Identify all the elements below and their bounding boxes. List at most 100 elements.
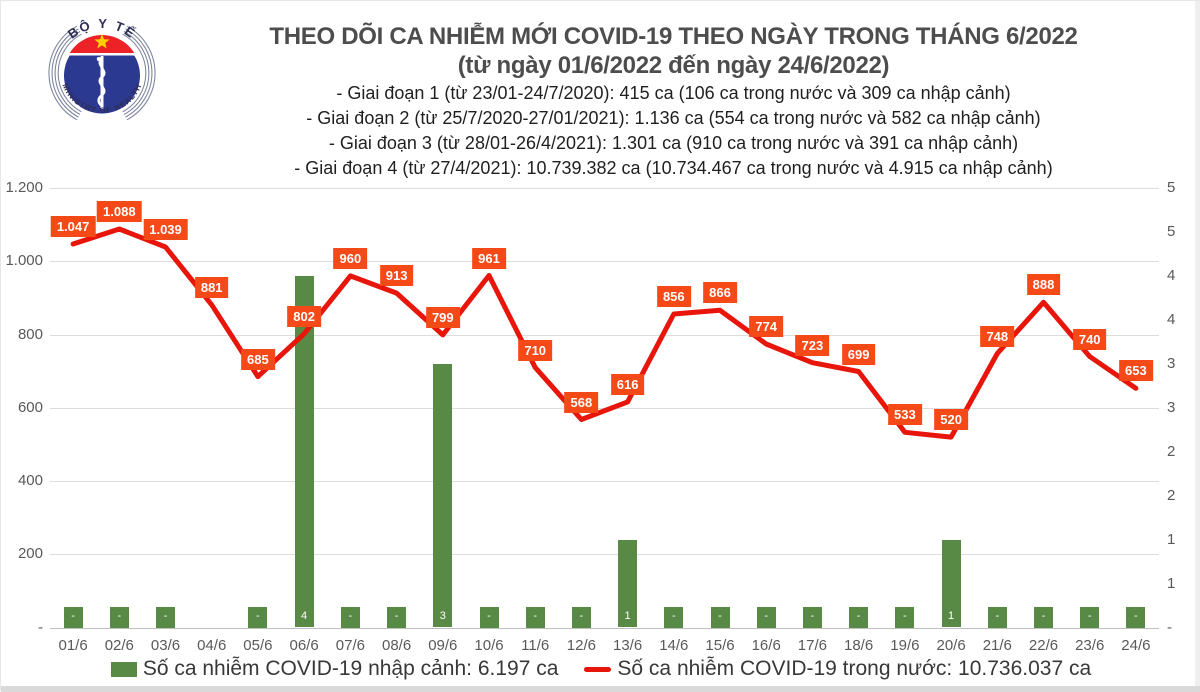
data-point-label: 653 xyxy=(1119,360,1153,382)
data-point-label: 699 xyxy=(841,343,876,365)
bar-value-label: - xyxy=(256,609,260,622)
imported-cases-bar xyxy=(479,606,499,628)
bar-value-label: - xyxy=(348,609,353,622)
imported-cases-bar xyxy=(525,606,545,628)
y-axis-tick-right: 4 xyxy=(1167,266,1176,284)
data-point-label: 913 xyxy=(379,265,414,287)
imported-cases-bar xyxy=(802,606,822,628)
data-point-label: 960 xyxy=(333,247,368,269)
imported-cases-bar xyxy=(1034,606,1053,628)
imported-cases-bar xyxy=(849,606,869,628)
imported-cases-bar xyxy=(63,606,83,628)
grid-line xyxy=(50,554,1159,556)
bar-value-label: - xyxy=(903,609,907,622)
x-axis-label: 15/6 xyxy=(705,637,735,654)
x-axis-label: 04/6 xyxy=(197,637,227,654)
bar-value-label: - xyxy=(1041,609,1046,622)
bar-value-label: - xyxy=(533,609,538,622)
bar-value-label: - xyxy=(671,609,676,622)
legend-label-domestic: Số ca nhiễm COVID-19 trong nước: 10.736.… xyxy=(617,657,1092,680)
data-point-label: 616 xyxy=(610,373,645,395)
data-point-label: 856 xyxy=(656,286,691,307)
bar-value-label: 3 xyxy=(439,609,446,622)
x-axis-label: 22/6 xyxy=(1028,637,1059,654)
imported-cases-bar xyxy=(895,606,915,628)
y-axis-tick-right: 4 xyxy=(1167,310,1176,328)
grid-line xyxy=(50,188,1159,189)
data-point-label: 1.039 xyxy=(143,219,188,240)
x-axis-label: 06/6 xyxy=(289,637,319,654)
legend-label-imported: Số ca nhiễm COVID-19 nhập cảnh: 6.197 ca xyxy=(142,657,559,680)
legend-item-domestic: Số ca nhiễm COVID-19 trong nước: 10.736.… xyxy=(584,657,1091,681)
x-axis-label: 18/6 xyxy=(843,637,874,654)
imported-cases-bar xyxy=(1080,606,1100,628)
bar-value-label: - xyxy=(810,609,815,622)
x-axis-label: 23/6 xyxy=(1075,637,1105,654)
bar-value-label: - xyxy=(995,609,1000,622)
domestic-line-swatch-icon xyxy=(584,666,612,672)
data-point-label: 1.047 xyxy=(50,216,96,237)
y-axis-tick-right: 3 xyxy=(1167,398,1176,416)
x-axis-label: 19/6 xyxy=(890,637,920,654)
y-axis-tick-right: 1 xyxy=(1167,530,1176,548)
data-point-label: 888 xyxy=(1026,274,1061,296)
y-axis-tick-right: - xyxy=(1167,618,1172,636)
data-point-label: 961 xyxy=(472,247,506,269)
y-axis-tick-right: 2 xyxy=(1167,442,1176,460)
x-axis-label: 13/6 xyxy=(612,637,643,654)
logo-side-arcs xyxy=(48,25,156,121)
x-axis-label: 12/6 xyxy=(566,637,596,654)
bar-value-label: - xyxy=(163,609,168,622)
bar-value-label: - xyxy=(579,609,584,622)
bar-value-label: - xyxy=(856,609,861,622)
phase-note-3: - Giai đoạn 3 (từ 28/01-26/4/2021): 1.30… xyxy=(328,133,1019,153)
chart-legend: Số ca nhiễm COVID-19 nhập cảnh: 6.197 ca… xyxy=(1,657,1200,681)
y-axis-tick-left: 800 xyxy=(17,325,43,343)
imported-cases-bar xyxy=(941,539,961,628)
grid-line xyxy=(50,407,1159,409)
data-point-label: 740 xyxy=(1072,328,1107,350)
x-axis-label: 17/6 xyxy=(797,637,827,654)
imported-cases-bar xyxy=(618,539,638,628)
x-axis-label: 03/6 xyxy=(150,637,181,654)
page-subtitle: (từ ngày 01/6/2022 đến ngày 24/6/2022) xyxy=(457,52,890,79)
imported-cases-bar xyxy=(987,606,1007,628)
x-axis-label: 16/6 xyxy=(751,637,781,654)
imported-cases-bar xyxy=(248,606,268,628)
x-axis-label: 09/6 xyxy=(428,637,458,654)
x-axis-label: 10/6 xyxy=(474,637,504,654)
window-bottom-edge xyxy=(1,686,1200,692)
x-axis-label: 01/6 xyxy=(58,637,88,654)
imported-cases-bar xyxy=(156,606,175,628)
x-axis-label: 14/6 xyxy=(659,637,689,654)
bar-value-label: - xyxy=(764,609,769,622)
y-axis-tick-left: 400 xyxy=(17,472,43,489)
y-axis-tick-right: 5 xyxy=(1167,222,1176,240)
data-point-label: 520 xyxy=(934,409,968,431)
bar-value-label: - xyxy=(1134,609,1138,622)
logo-asclepius-rod-icon xyxy=(96,56,106,109)
x-axis-label: 07/6 xyxy=(335,637,365,654)
data-point-label: 748 xyxy=(980,325,1015,347)
imported-cases-bar xyxy=(756,606,776,628)
phase-note-1: - Giai đoạn 1 (từ 23/01-24/7/2020): 415 … xyxy=(336,83,1011,103)
imported-bar-swatch-icon xyxy=(110,661,137,677)
y-axis-tick-left: - xyxy=(38,618,43,636)
imported-cases-bar xyxy=(571,606,591,628)
grid-line xyxy=(50,627,1159,629)
x-axis-label: 08/6 xyxy=(381,637,412,654)
data-point-label: 533 xyxy=(888,404,922,426)
bar-value-label: - xyxy=(117,609,122,622)
imported-cases-bar xyxy=(433,363,453,628)
x-axis-label: 05/6 xyxy=(243,637,273,654)
y-axis-tick-left: 1.000 xyxy=(5,252,43,270)
data-point-label: 866 xyxy=(703,282,737,304)
logo-star xyxy=(94,34,110,49)
phase-note-2: - Giai đoạn 2 (từ 25/7/2020-27/01/2021):… xyxy=(306,108,1041,128)
data-point-label: 723 xyxy=(795,334,830,356)
data-point-label: 799 xyxy=(425,306,460,328)
data-point-label: 774 xyxy=(749,316,784,337)
imported-cases-bar xyxy=(340,606,360,628)
